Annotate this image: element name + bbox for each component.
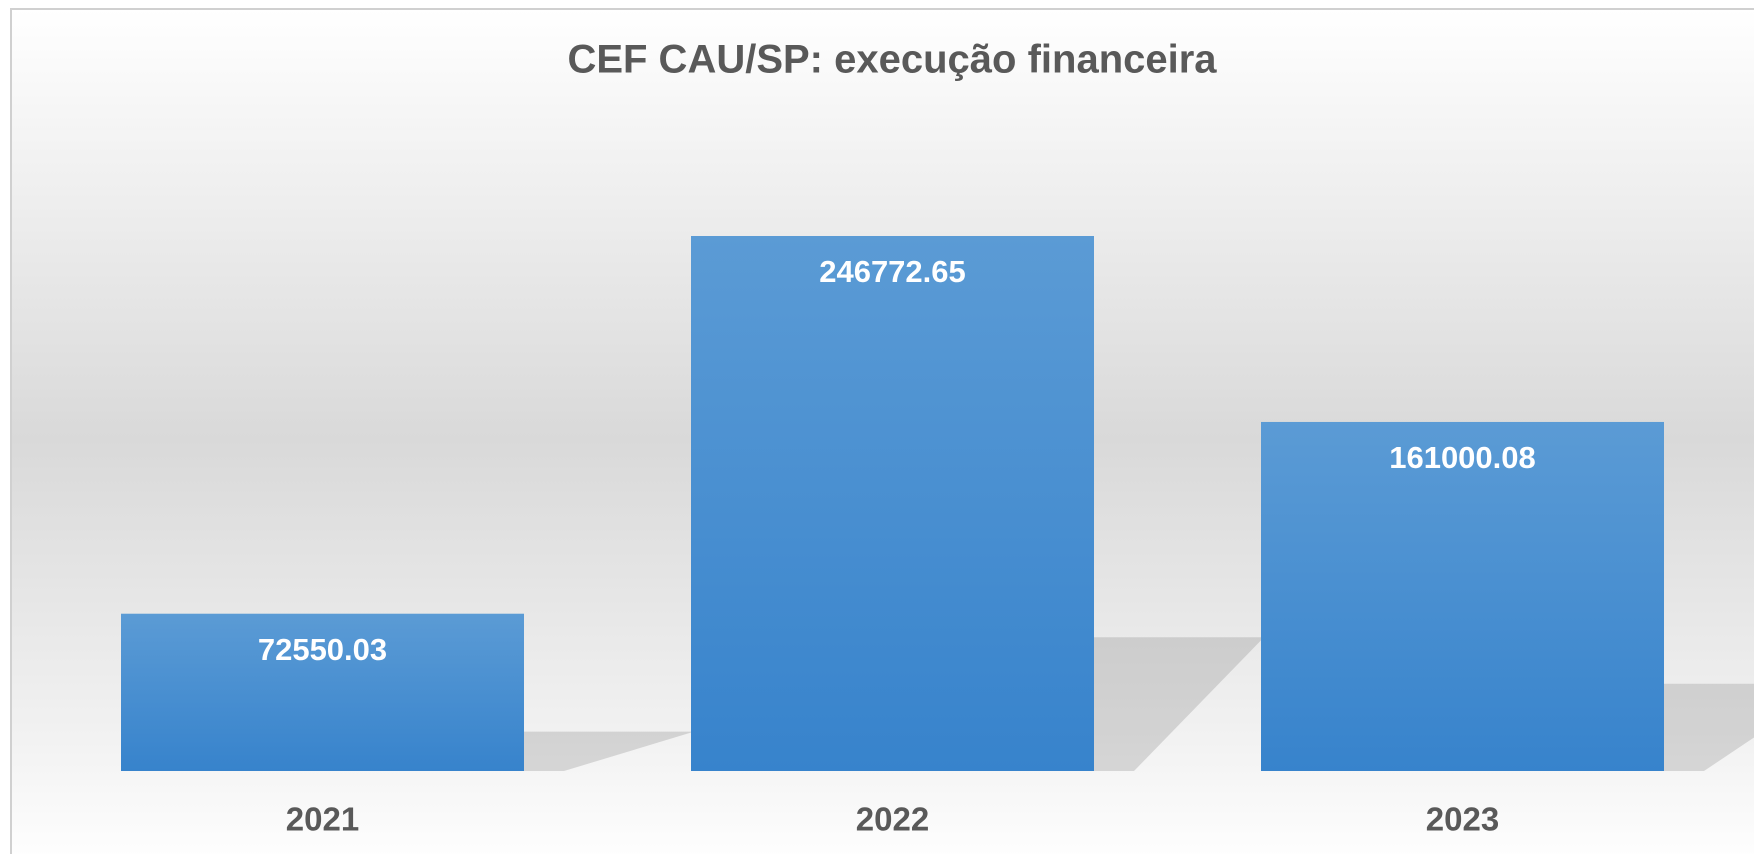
data-label: 246772.65 <box>819 254 966 289</box>
bar <box>121 613 524 771</box>
chart-title: CEF CAU/SP: execução financeira <box>567 38 1217 82</box>
data-label: 161000.08 <box>1389 440 1536 475</box>
x-tick-label: 2023 <box>1426 801 1499 838</box>
x-tick-label: 2022 <box>856 801 929 838</box>
x-tick-label: 2021 <box>286 801 359 838</box>
data-label: 72550.03 <box>258 632 387 667</box>
bar-shadow <box>1094 637 1264 771</box>
bar-shadow <box>1664 683 1754 771</box>
bar-shadow <box>524 731 694 771</box>
bar <box>691 236 1094 771</box>
bar <box>1261 421 1664 771</box>
